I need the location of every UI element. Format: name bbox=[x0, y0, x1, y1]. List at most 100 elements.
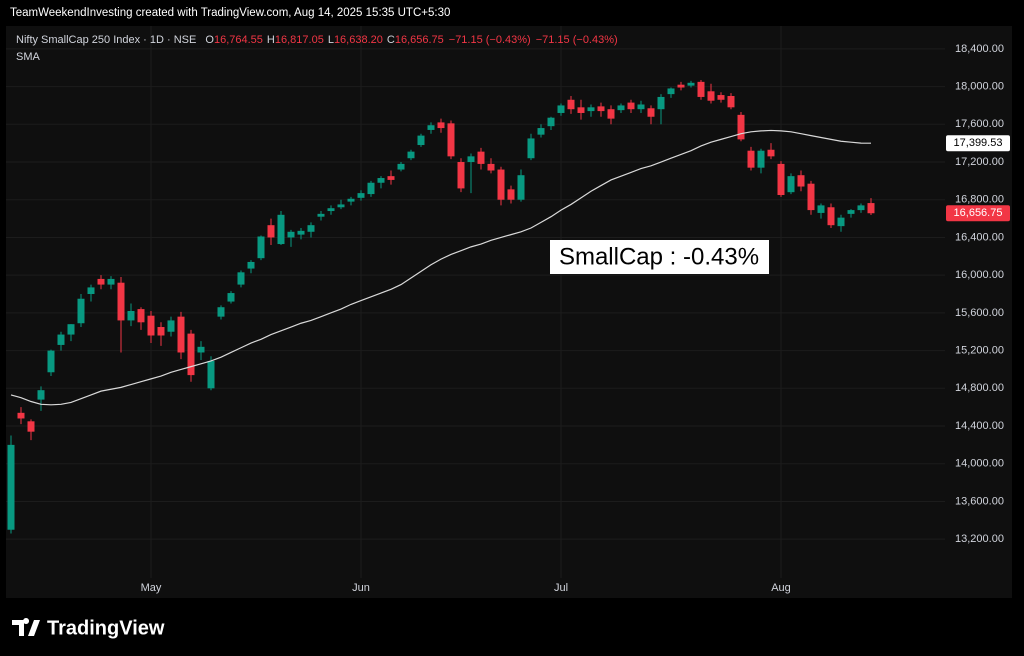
y-tick-label: 14,000.00 bbox=[955, 458, 1004, 470]
candle-body bbox=[477, 151, 485, 164]
candle-body bbox=[617, 105, 625, 111]
legend-key: O bbox=[205, 34, 214, 46]
logo: TradingView bbox=[12, 617, 165, 639]
candle-body bbox=[17, 412, 25, 419]
candle-body bbox=[747, 150, 755, 168]
candle-body bbox=[597, 106, 605, 112]
y-tick-label: 16,400.00 bbox=[955, 231, 1004, 243]
candle-body bbox=[587, 107, 595, 112]
legend-value: 16,764.55 bbox=[214, 34, 263, 46]
candle-body bbox=[37, 390, 45, 400]
sma-line bbox=[10, 129, 872, 406]
candle-body bbox=[627, 102, 635, 110]
y-tick-label: 15,600.00 bbox=[955, 307, 1004, 319]
symbol: Nifty SmallCap 250 Index · 1D · NSE bbox=[16, 34, 196, 46]
price-tag-label: 16,656.75 bbox=[954, 207, 1003, 219]
candle-body bbox=[727, 96, 735, 108]
candle-body bbox=[337, 204, 345, 208]
candle-body bbox=[267, 225, 275, 238]
candle-body bbox=[757, 150, 765, 168]
candle-body bbox=[577, 107, 585, 113]
candle-body bbox=[357, 193, 365, 198]
legend-value: 16,817.05 bbox=[275, 34, 324, 46]
marks bbox=[7, 79, 875, 534]
candle-body bbox=[487, 163, 495, 171]
candle-body bbox=[697, 81, 705, 97]
candle-body bbox=[137, 309, 145, 323]
candle-body bbox=[837, 217, 845, 227]
candle-body bbox=[467, 156, 475, 163]
candle-body bbox=[247, 261, 255, 269]
grid bbox=[6, 26, 945, 578]
annotation-text: SmallCap : -0.43% bbox=[559, 243, 759, 270]
candle-body bbox=[147, 315, 155, 336]
y-tick-label: 18,000.00 bbox=[955, 80, 1004, 92]
candle-body bbox=[497, 169, 505, 200]
candle-body bbox=[567, 99, 575, 110]
candle-body bbox=[647, 108, 655, 117]
y-tick-label: 17,200.00 bbox=[955, 156, 1004, 168]
candle-body bbox=[847, 210, 855, 214]
ohlc-legend: Nifty SmallCap 250 Index · 1D · NSE O16,… bbox=[16, 34, 618, 46]
candle-body bbox=[187, 333, 195, 376]
chart-area bbox=[6, 26, 1012, 598]
candle-body bbox=[117, 282, 125, 321]
candle-body bbox=[687, 82, 695, 86]
candle-body bbox=[7, 444, 15, 530]
price-tag bbox=[946, 135, 1010, 152]
y-tick-label: 16,800.00 bbox=[955, 194, 1004, 206]
candle-body bbox=[227, 293, 235, 302]
candle-body bbox=[387, 176, 395, 180]
price-tag-label: 17,399.53 bbox=[954, 137, 1003, 149]
candle-body bbox=[67, 324, 75, 335]
candle-body bbox=[377, 178, 385, 183]
legend-change: −71.15 (−0.43%) bbox=[449, 34, 531, 46]
candle-body bbox=[367, 182, 375, 195]
sma-legend: SMA bbox=[16, 51, 41, 63]
y-tick-label: 13,600.00 bbox=[955, 495, 1004, 507]
candle-body bbox=[857, 205, 865, 211]
candle-body bbox=[817, 205, 825, 213]
candle-body bbox=[527, 138, 535, 159]
logo-icon bbox=[12, 618, 40, 636]
candle-body bbox=[557, 105, 565, 113]
legend-value: 16,638.20 bbox=[334, 34, 383, 46]
candle-body bbox=[607, 109, 615, 119]
candle-body bbox=[47, 350, 55, 373]
candle-body bbox=[537, 128, 545, 135]
candle-body bbox=[107, 278, 115, 285]
candle-body bbox=[177, 316, 185, 353]
legend-key: L bbox=[328, 34, 334, 46]
candle-body bbox=[87, 287, 95, 295]
y-tick-label: 13,200.00 bbox=[955, 533, 1004, 545]
x-tick-label: May bbox=[141, 582, 162, 594]
candle-body bbox=[397, 163, 405, 170]
price-tag bbox=[946, 205, 1010, 222]
candle-body bbox=[517, 175, 525, 200]
y-tick-label: 16,000.00 bbox=[955, 269, 1004, 281]
legend-value: 16,656.75 bbox=[395, 34, 444, 46]
candle-body bbox=[667, 88, 675, 95]
candle-body bbox=[737, 114, 745, 140]
candle-body bbox=[307, 225, 315, 232]
candle-body bbox=[717, 95, 725, 100]
candle-body bbox=[417, 135, 425, 146]
candle-body bbox=[437, 122, 445, 129]
candle-body bbox=[257, 236, 265, 259]
candle-body bbox=[807, 183, 815, 211]
candle-body bbox=[127, 310, 135, 321]
candle-body bbox=[217, 307, 225, 317]
attribution: TeamWeekendInvesting created with Tradin… bbox=[10, 7, 450, 19]
candle-body bbox=[657, 96, 665, 110]
candle-body bbox=[317, 213, 325, 217]
y-tick-label: 14,800.00 bbox=[955, 382, 1004, 394]
candle-body bbox=[447, 123, 455, 157]
y-tick-label: 17,600.00 bbox=[955, 118, 1004, 130]
candle-body bbox=[27, 421, 35, 432]
candle-body bbox=[507, 189, 515, 200]
candle-body bbox=[347, 198, 355, 202]
legend-key: H bbox=[267, 34, 275, 46]
candle-body bbox=[797, 175, 805, 187]
